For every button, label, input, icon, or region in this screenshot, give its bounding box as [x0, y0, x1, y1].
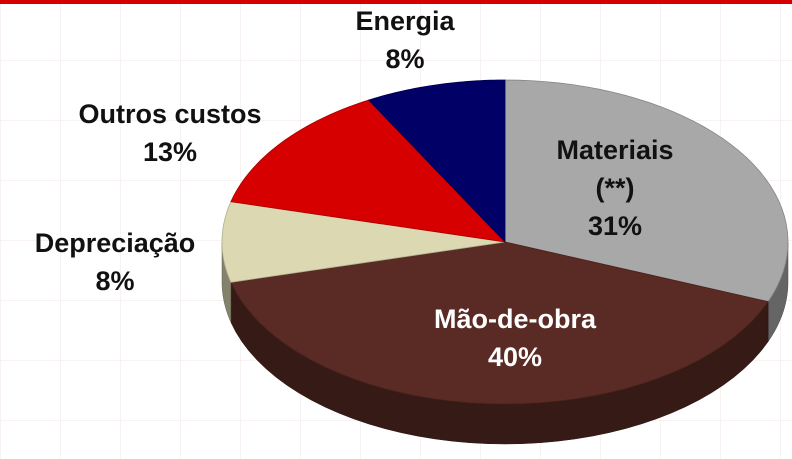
slice-label: Mão-de-obra 40%: [385, 300, 645, 376]
slice: [221, 201, 506, 283]
slice-label: Outros custos 13%: [40, 95, 300, 171]
slice-label: Energia 8%: [305, 2, 505, 78]
value-label: 8%: [95, 266, 135, 296]
value-label: 13%: [142, 137, 198, 167]
slice: [230, 99, 507, 243]
slice-label: Materiais (**) 31%: [555, 131, 675, 245]
top-rule: [0, 0, 792, 4]
value-label: 31%: [587, 211, 643, 241]
pie: [221, 79, 789, 445]
value-label: 40%: [487, 342, 543, 372]
category-label: Mão-de-obra: [434, 304, 596, 334]
slice: [230, 241, 769, 405]
slice: [504, 79, 789, 303]
category-label: Materiais (**): [556, 135, 674, 203]
category-label: Energia: [355, 6, 455, 36]
slice: [367, 79, 506, 243]
category-label: Outros custos: [78, 99, 262, 129]
category-label: Depreciação: [34, 228, 196, 258]
slice-label: Depreciação 8%: [5, 224, 225, 300]
value-label: 8%: [385, 44, 425, 74]
